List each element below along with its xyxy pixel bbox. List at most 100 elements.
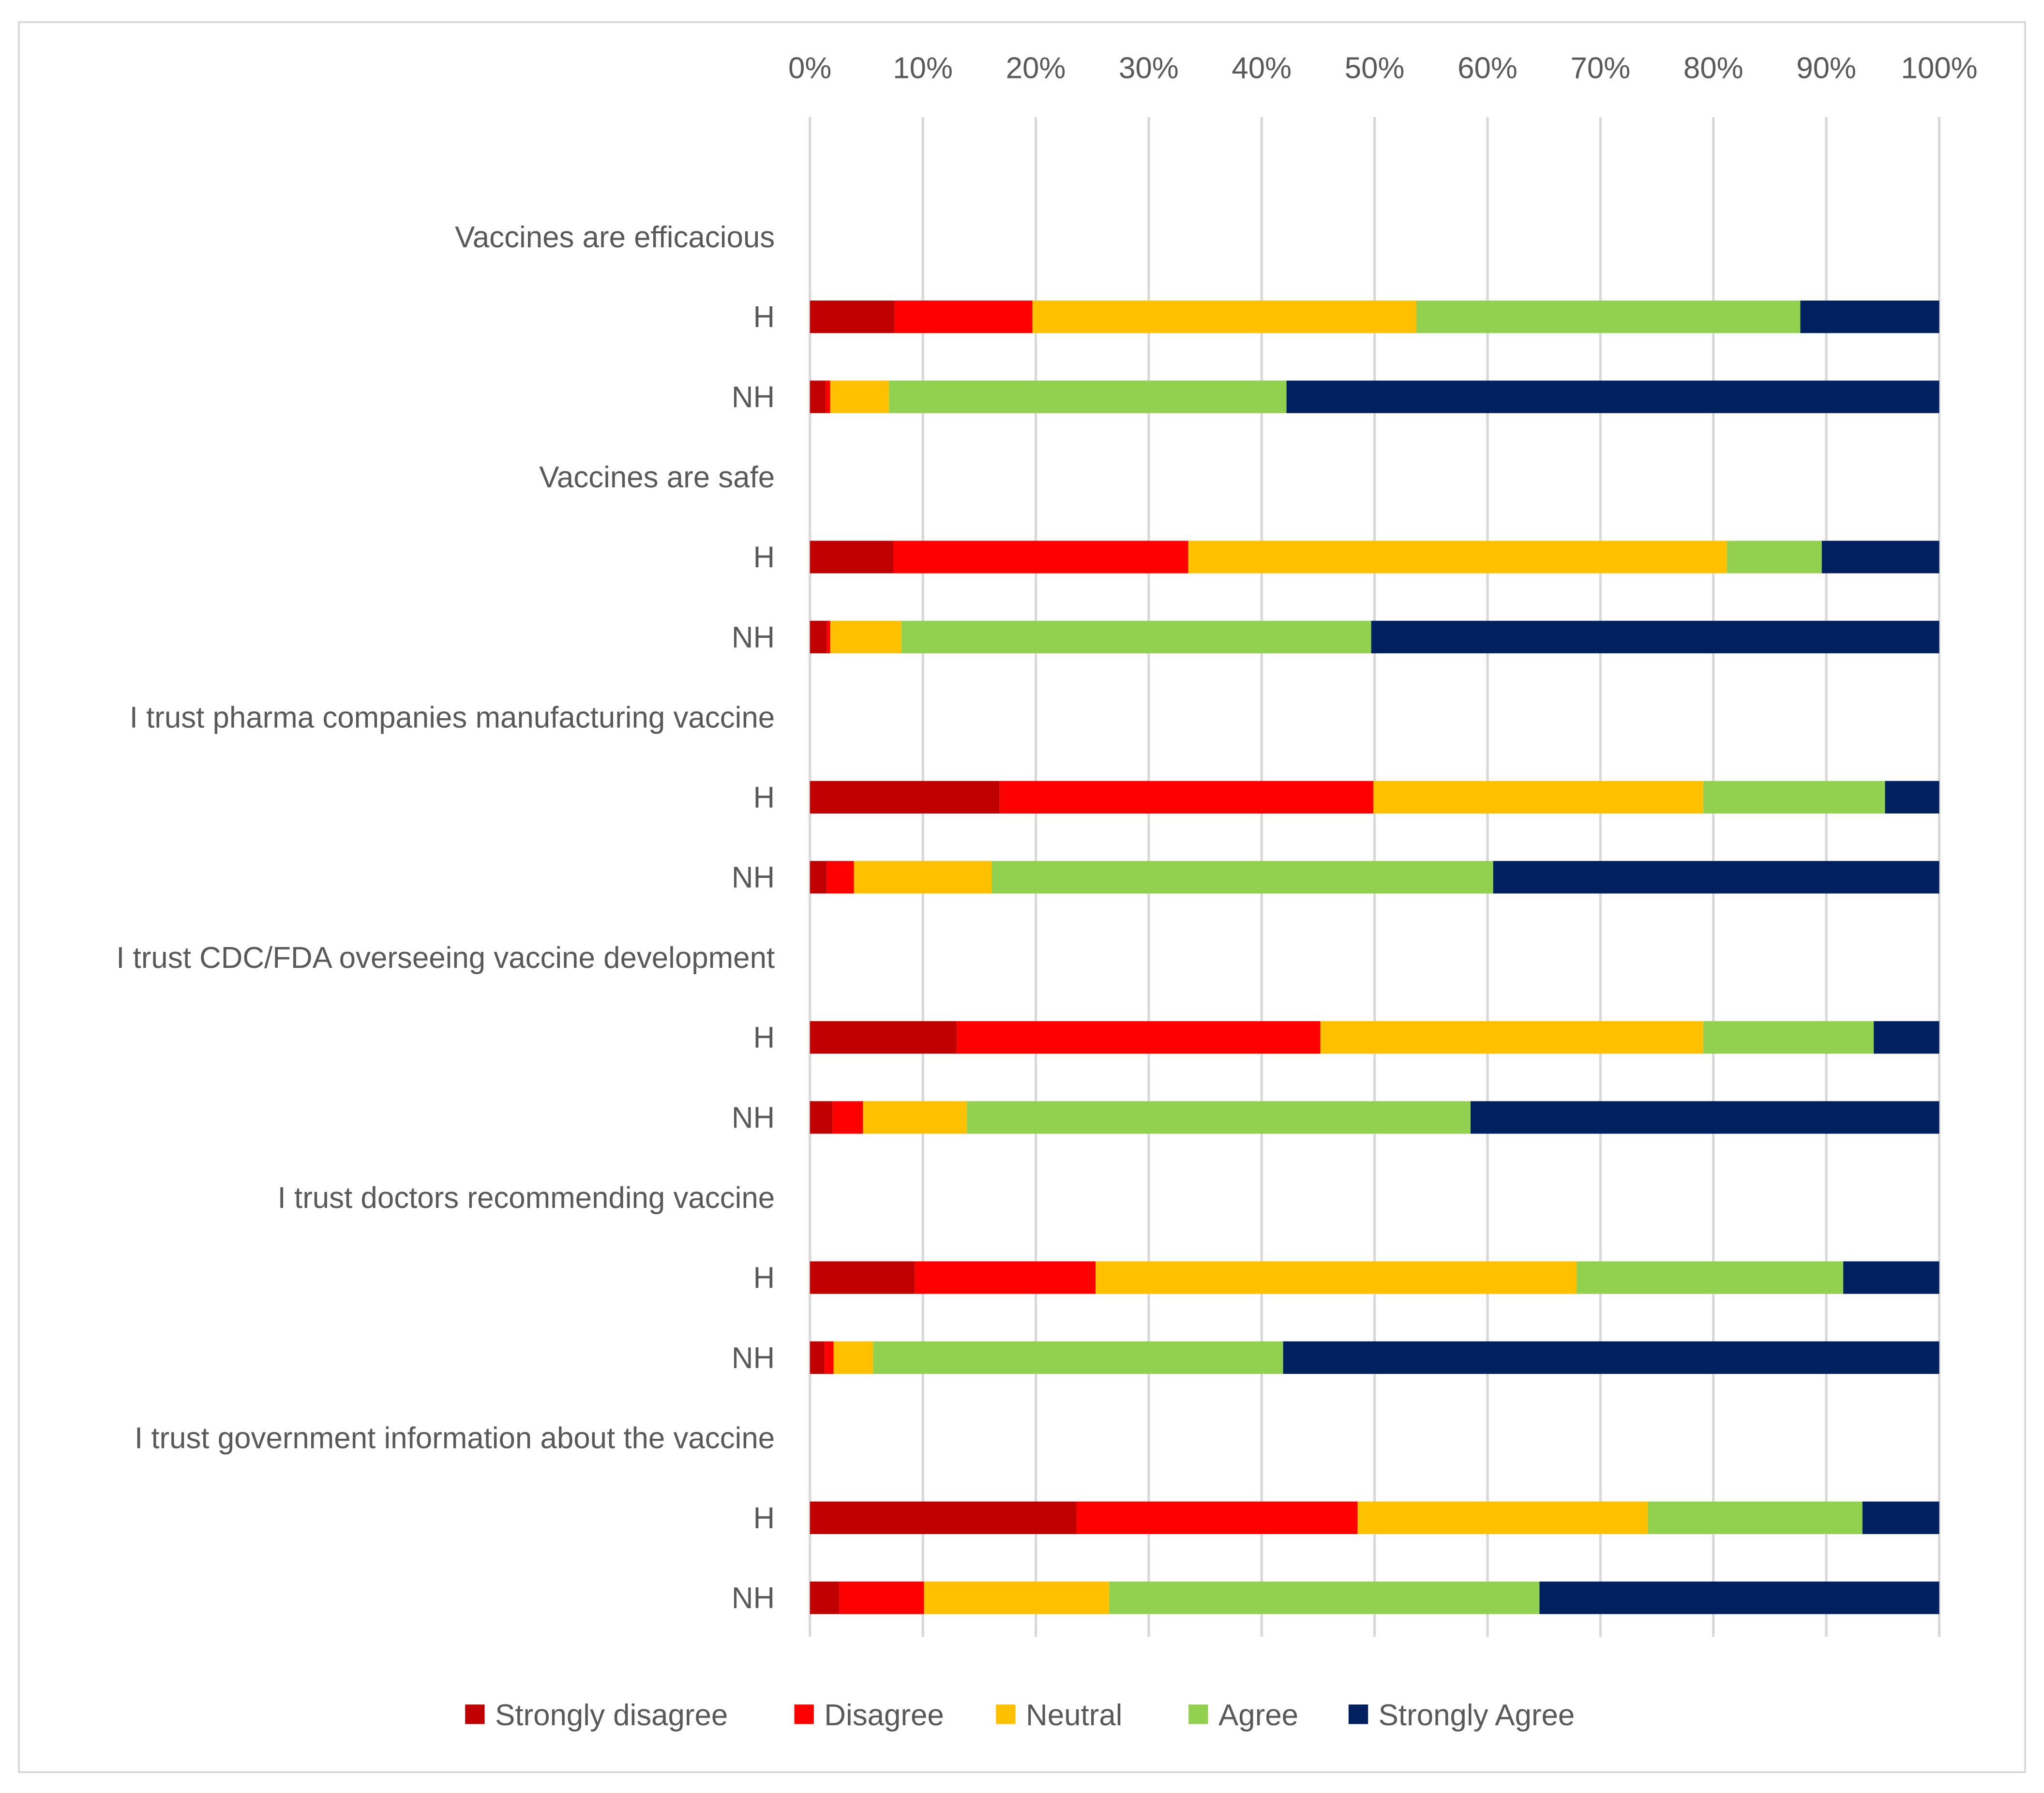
bar-strongly-disagree (810, 1101, 833, 1134)
group-label: I trust pharma companies manufacturing v… (130, 701, 775, 735)
bars (810, 301, 1939, 1614)
bar-disagree (915, 1261, 1096, 1294)
row-label: H (753, 1262, 775, 1295)
bar-strongly-agree (1862, 1501, 1939, 1534)
legend: Strongly disagree Disagree Neutral Agree Str… (465, 1699, 1575, 1732)
bar-disagree (957, 1021, 1321, 1054)
legend-swatch (1348, 1704, 1368, 1724)
group-label: Vaccines are efficacious (455, 221, 775, 254)
bar-strongly-disagree (810, 620, 827, 653)
bar-strongly-agree (1493, 861, 1939, 894)
legend-label: Strongly disagree (495, 1699, 728, 1732)
bar-neutral (1320, 1021, 1703, 1054)
bar-neutral (1357, 1501, 1648, 1534)
bar-neutral (833, 1341, 873, 1374)
legend-swatch (465, 1704, 485, 1724)
x-tick-label: 0% (788, 51, 831, 85)
legend-swatch (1188, 1704, 1208, 1724)
legend-swatch (794, 1704, 814, 1724)
bar-agree (1416, 301, 1801, 333)
bar-strongly-agree (1286, 380, 1939, 413)
bar-strongly-agree (1843, 1261, 1939, 1294)
bar-strongly-disagree (810, 861, 827, 894)
x-tick-label: 60% (1458, 51, 1518, 85)
legend-label: Disagree (824, 1699, 944, 1732)
group-label: I trust doctors recommending vaccine (278, 1181, 775, 1215)
bar-agree (1109, 1582, 1540, 1614)
row-label: NH (732, 1582, 775, 1615)
bar-disagree (894, 301, 1033, 333)
bar-strongly-agree (1885, 781, 1939, 814)
bar-strongly-agree (1539, 1582, 1939, 1614)
x-tick-label: 70% (1571, 51, 1631, 85)
bar-strongly-disagree (810, 301, 895, 333)
bar-disagree (825, 1341, 834, 1374)
row-label: NH (732, 861, 775, 894)
bar-disagree (832, 1101, 863, 1134)
bar-disagree (839, 1582, 924, 1614)
bar-strongly-disagree (810, 1261, 915, 1294)
bar-agree (901, 620, 1371, 653)
bar-strongly-disagree (810, 541, 894, 573)
row-label: NH (732, 381, 775, 414)
bar-disagree (893, 541, 1188, 573)
bar-neutral (1096, 1261, 1577, 1294)
bar-agree (967, 1101, 1471, 1134)
bar-agree (1727, 541, 1822, 573)
x-tick-label: 50% (1345, 51, 1405, 85)
group-label: I trust government information about the… (135, 1422, 775, 1455)
bar-neutral (830, 620, 902, 653)
bar-agree (1577, 1261, 1844, 1294)
bar-strongly-agree (1371, 620, 1939, 653)
bar-strongly-disagree (810, 1501, 1077, 1534)
bar-agree (1703, 781, 1885, 814)
bar-neutral (863, 1101, 967, 1134)
bar-strongly-disagree (810, 1582, 840, 1614)
bar-disagree (827, 620, 830, 653)
bar-strongly-disagree (810, 1341, 825, 1374)
bar-neutral (924, 1582, 1110, 1614)
category-labels: Vaccines are efficacious H NH Vaccines are … (116, 221, 775, 1615)
x-tick-label: 100% (1901, 51, 1977, 85)
x-tick-label: 20% (1006, 51, 1066, 85)
legend-label: Neutral (1026, 1699, 1122, 1732)
bar-disagree (1076, 1501, 1358, 1534)
x-tick-label: 40% (1232, 51, 1292, 85)
row-label: NH (732, 1101, 775, 1135)
row-label: H (753, 541, 775, 574)
bar-strongly-disagree (810, 781, 1000, 814)
row-label: NH (732, 1341, 775, 1375)
row-label: H (753, 301, 775, 334)
bar-strongly-agree (1821, 541, 1939, 573)
bar-neutral (1373, 781, 1703, 814)
x-tick-label: 90% (1796, 51, 1856, 85)
bar-agree (1703, 1021, 1874, 1054)
bar-neutral (830, 380, 889, 413)
x-tick-label: 30% (1119, 51, 1179, 85)
row-label: H (753, 1502, 775, 1535)
bar-disagree (826, 380, 830, 413)
x-tick-label: 10% (893, 51, 953, 85)
x-axis-tick-labels: 0% 10% 20% 30% 40% 50% 60% 70% 80% 90% 100% (788, 51, 1978, 85)
bar-strongly-agree (1874, 1021, 1939, 1054)
bar-agree (873, 1341, 1283, 1374)
bar-strongly-agree (1800, 301, 1939, 333)
row-label: H (753, 781, 775, 814)
group-label: I trust CDC/FDA overseeing vaccine devel… (116, 941, 775, 975)
bar-disagree (827, 861, 854, 894)
x-tick-label: 80% (1683, 51, 1743, 85)
legend-label: Strongly Agree (1379, 1699, 1575, 1732)
bar-neutral (854, 861, 992, 894)
group-label: Vaccines are safe (539, 461, 775, 494)
bar-neutral (1032, 301, 1416, 333)
row-label: H (753, 1021, 775, 1055)
legend-swatch (996, 1704, 1016, 1724)
bar-disagree (999, 781, 1374, 814)
bar-agree (889, 380, 1287, 413)
bar-strongly-agree (1283, 1341, 1939, 1374)
bar-strongly-disagree (810, 1021, 957, 1054)
bar-neutral (1188, 541, 1727, 573)
bar-agree (992, 861, 1493, 894)
bar-strongly-disagree (810, 380, 826, 413)
